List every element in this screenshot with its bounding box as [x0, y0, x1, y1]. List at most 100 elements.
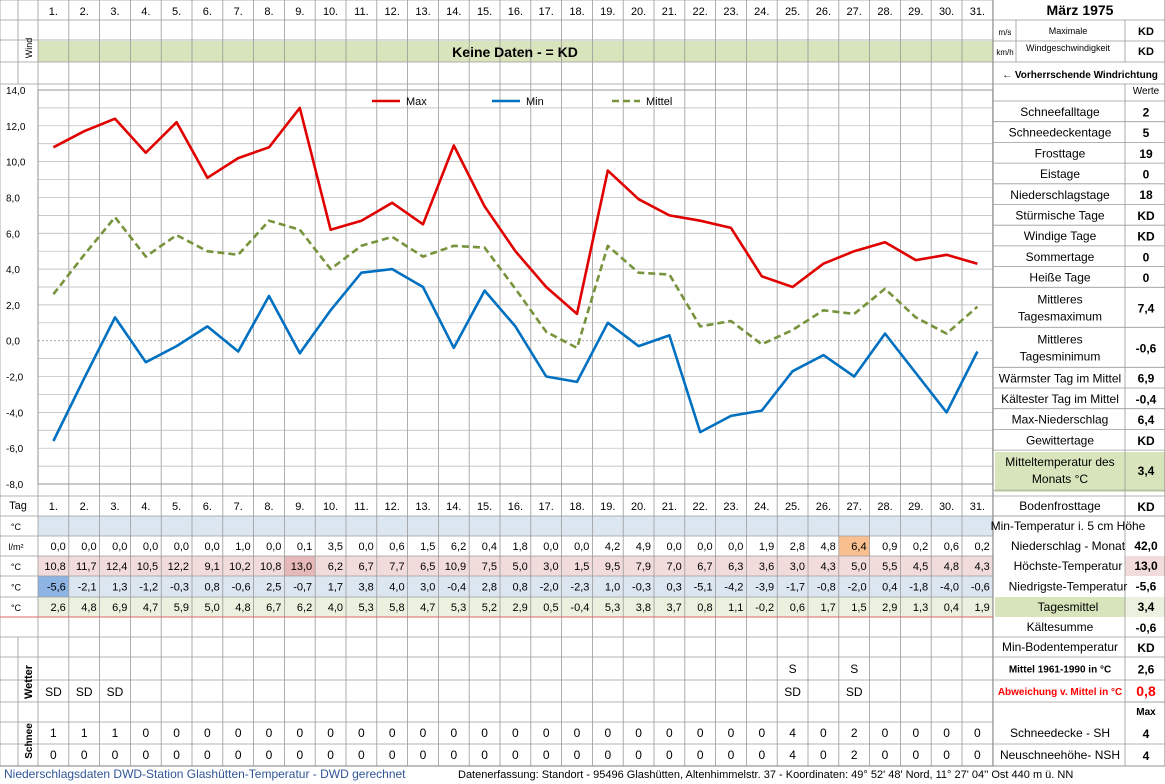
snow-sh-cell: 0	[266, 726, 273, 740]
table-cell: -4,0	[940, 582, 959, 594]
day-label-bottom: 21.	[662, 501, 677, 513]
stat-label: Stürmische Tage	[1015, 209, 1104, 223]
table-cell: 9,1	[205, 561, 220, 573]
y-tick-label: 10,0	[6, 158, 26, 169]
snow-nsh-cell: 0	[266, 748, 273, 762]
side-value: 2,6	[1138, 663, 1155, 677]
snow-sh-cell: 0	[173, 726, 180, 740]
day-label-bottom: 26.	[816, 501, 831, 513]
day-label-top: 23.	[723, 6, 738, 18]
day-label-top: 12.	[385, 6, 400, 18]
y-tick-label: -2,0	[6, 373, 24, 384]
table-cell: -4,2	[724, 582, 743, 594]
table-cell: 9,5	[605, 561, 620, 573]
table-cell: 6,9	[112, 602, 127, 614]
day-label-top: 8.	[264, 6, 273, 18]
mean-label-bg	[995, 597, 1125, 617]
snow-nsh-cell: 0	[420, 748, 427, 762]
table-cell: 0,4	[944, 602, 959, 614]
row-label: Niedrigste-Temperatur	[1009, 580, 1128, 594]
stat-label: Sommertage	[1026, 250, 1095, 264]
table-cell: 0,8	[513, 582, 528, 594]
stat-label: Schneedeckentage	[1009, 126, 1112, 140]
table-cell: 6,7	[266, 602, 281, 614]
day-label-top: 30.	[939, 6, 954, 18]
day-label-bottom: 29.	[908, 501, 923, 513]
day-label-top: 31.	[970, 6, 985, 18]
side-value: 4	[1143, 727, 1150, 741]
stat-value: 19	[1139, 147, 1153, 161]
y-tick-label: 12,0	[6, 122, 26, 133]
table-cell: -2,0	[848, 582, 867, 594]
table-cell: -0,7	[293, 582, 312, 594]
table-cell: 3,5	[328, 541, 343, 553]
precip-highlight	[838, 536, 870, 556]
table-cell: 3,0	[790, 561, 805, 573]
table-cell: 6,7	[697, 561, 712, 573]
table-cell: 0,5	[543, 602, 558, 614]
y-tick-label: -6,0	[6, 444, 24, 455]
snow-sh-cell: 2	[851, 726, 858, 740]
snow-sh-cell: 0	[543, 726, 550, 740]
snow-sh-cell: 0	[142, 726, 149, 740]
day-label-top: 28.	[877, 6, 892, 18]
snow-nsh-cell: 0	[235, 748, 242, 762]
weather-cell: S	[789, 662, 797, 676]
snow-nsh-cell: 0	[543, 748, 550, 762]
table-cell: 0,0	[205, 541, 220, 553]
day-label-top: 2.	[80, 6, 89, 18]
stat-value: KD	[1137, 209, 1155, 223]
table-cell: 3,6	[759, 561, 774, 573]
snow-sh-cell: 0	[389, 726, 396, 740]
row-total: 3,4	[1138, 600, 1155, 614]
day-label-bottom: 6.	[203, 501, 212, 513]
snow-nsh-cell: 0	[389, 748, 396, 762]
row-label: Tagesmittel	[1038, 600, 1099, 614]
snow-nsh-cell: 0	[943, 748, 950, 762]
table-cell: 4,8	[81, 602, 96, 614]
snow-nsh-cell: 0	[882, 748, 889, 762]
snow-nsh-cell: 0	[697, 748, 704, 762]
day-label-top: 22.	[693, 6, 708, 18]
table-cell: 1,8	[513, 541, 528, 553]
table-cell: 0,3	[667, 582, 682, 594]
snow-nsh-cell: 0	[450, 748, 457, 762]
table-cell: 0,8	[205, 582, 220, 594]
table-cell: 1,5	[851, 602, 866, 614]
table-cell: 10,8	[44, 561, 65, 573]
table-cell: 0,0	[543, 541, 558, 553]
weather-cell: S	[850, 662, 858, 676]
table-cell: 5,3	[451, 602, 466, 614]
y-tick-label: 8,0	[6, 193, 20, 204]
stat-label: Gewittertage	[1026, 433, 1094, 447]
table-cell: 5,3	[359, 602, 374, 614]
table-cell: 1,5	[420, 541, 435, 553]
footer-location: Datenerfassung: Standort - 95496 Glashüt…	[458, 769, 1073, 781]
day-label-top: 6.	[203, 6, 212, 18]
day-label-top: 21.	[662, 6, 677, 18]
table-cell: 10,2	[229, 561, 250, 573]
mean-temp-bg	[995, 452, 1125, 492]
table-cell: 1,3	[913, 602, 928, 614]
snow-nsh-cell: 0	[81, 748, 88, 762]
max-wind-value-kmh: KD	[1138, 46, 1154, 58]
table-cell: 4,8	[821, 541, 836, 553]
y-tick-label: -8,0	[6, 480, 24, 491]
snow-sh-cell: 0	[296, 726, 303, 740]
day-label-bottom: 23.	[723, 501, 738, 513]
snow-sh-cell: 0	[481, 726, 488, 740]
table-cell: 0,0	[728, 541, 743, 553]
max-label: Max	[1136, 707, 1156, 718]
table-cell: 0,0	[81, 541, 96, 553]
table-cell: 0,4	[882, 582, 897, 594]
side-value: KD	[1137, 500, 1155, 514]
table-cell: 3,0	[420, 582, 435, 594]
table-cell: 2,8	[790, 541, 805, 553]
snow-sh-cell: 0	[420, 726, 427, 740]
table-row-bg	[38, 597, 993, 617]
day-label-bottom: 25.	[785, 501, 800, 513]
table-row-bg	[38, 576, 993, 597]
table-cell: 4,3	[975, 561, 990, 573]
day-label-top: 14.	[446, 6, 461, 18]
table-cell: 0,0	[697, 541, 712, 553]
